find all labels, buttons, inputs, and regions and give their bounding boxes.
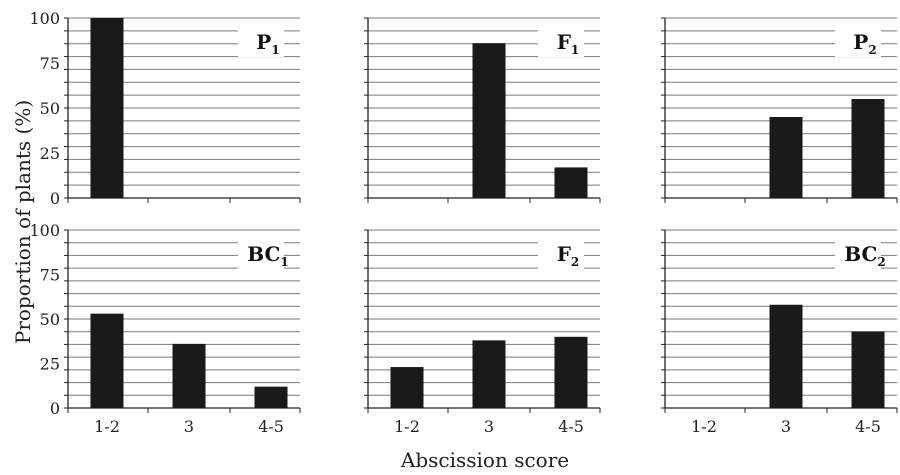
y-tick-label: 25	[40, 355, 60, 374]
panel-title-background	[238, 241, 284, 269]
panel-3: P2	[661, 17, 898, 203]
x-tick-label: 1-2	[691, 417, 717, 436]
panel-2: F1	[364, 17, 601, 203]
bar-bc1-1-2	[90, 313, 124, 408]
panel-title-background	[538, 241, 584, 269]
bar-bc1-3	[172, 343, 206, 408]
bar-f2-1-2	[390, 367, 424, 408]
y-tick-label: 50	[40, 310, 60, 329]
panel-title: P1	[256, 30, 279, 57]
panel-6: 1-2 3 4-5 BC2	[661, 229, 898, 436]
y-tick-label: 0	[50, 399, 60, 418]
bar-f2-3	[472, 340, 506, 408]
panel-5: 1-2 3 4-5 F2	[364, 229, 601, 436]
panel-title: P2	[853, 30, 876, 57]
panel-title: F1	[557, 30, 580, 57]
y-tick-label: 100	[29, 9, 60, 28]
panel-title-background	[538, 29, 584, 57]
bar-f1-3	[472, 43, 506, 199]
panel-4: 0 25 50 75 100 1-2 3 4-5 BC1	[29, 221, 301, 436]
x-tick-label: 4-5	[258, 417, 284, 436]
panel-title: BC1	[247, 242, 289, 269]
y-axis-label: Proportion of plants (%)	[11, 100, 35, 344]
bar-p2-3	[769, 117, 803, 198]
bar-f1-4-5	[554, 167, 588, 198]
y-tick-label: 75	[40, 54, 60, 73]
bar-bc2-3	[769, 304, 803, 408]
x-tick-label: 3	[781, 417, 791, 436]
panel-title-background	[238, 29, 284, 57]
x-tick-label: 4-5	[855, 417, 881, 436]
x-axis-label: Abscission score	[400, 448, 569, 472]
y-tick-label: 75	[40, 266, 60, 285]
bar-p2-4-5	[851, 99, 885, 198]
panel-title-background	[835, 29, 881, 57]
bar-f2-4-5	[554, 336, 588, 408]
x-tick-label: 3	[184, 417, 194, 436]
panel-title: F2	[557, 242, 580, 269]
x-tick-label: 3	[484, 417, 494, 436]
bar-bc2-4-5	[851, 331, 885, 408]
y-tick-label: 25	[40, 144, 60, 163]
panel-title-background	[835, 241, 881, 269]
bar-bc1-4-5	[254, 386, 288, 408]
y-tick-label: 100	[29, 221, 60, 240]
x-tick-label: 4-5	[558, 417, 584, 436]
panel-title: BC2	[844, 242, 886, 269]
x-tick-label: 1-2	[394, 417, 420, 436]
y-tick-label: 0	[50, 189, 60, 208]
x-tick-label: 1-2	[94, 417, 120, 436]
panel-1: 0 25 50 75 100 P1	[29, 9, 301, 208]
bar-p1-1-2	[90, 18, 124, 198]
y-tick-label: 50	[40, 99, 60, 118]
